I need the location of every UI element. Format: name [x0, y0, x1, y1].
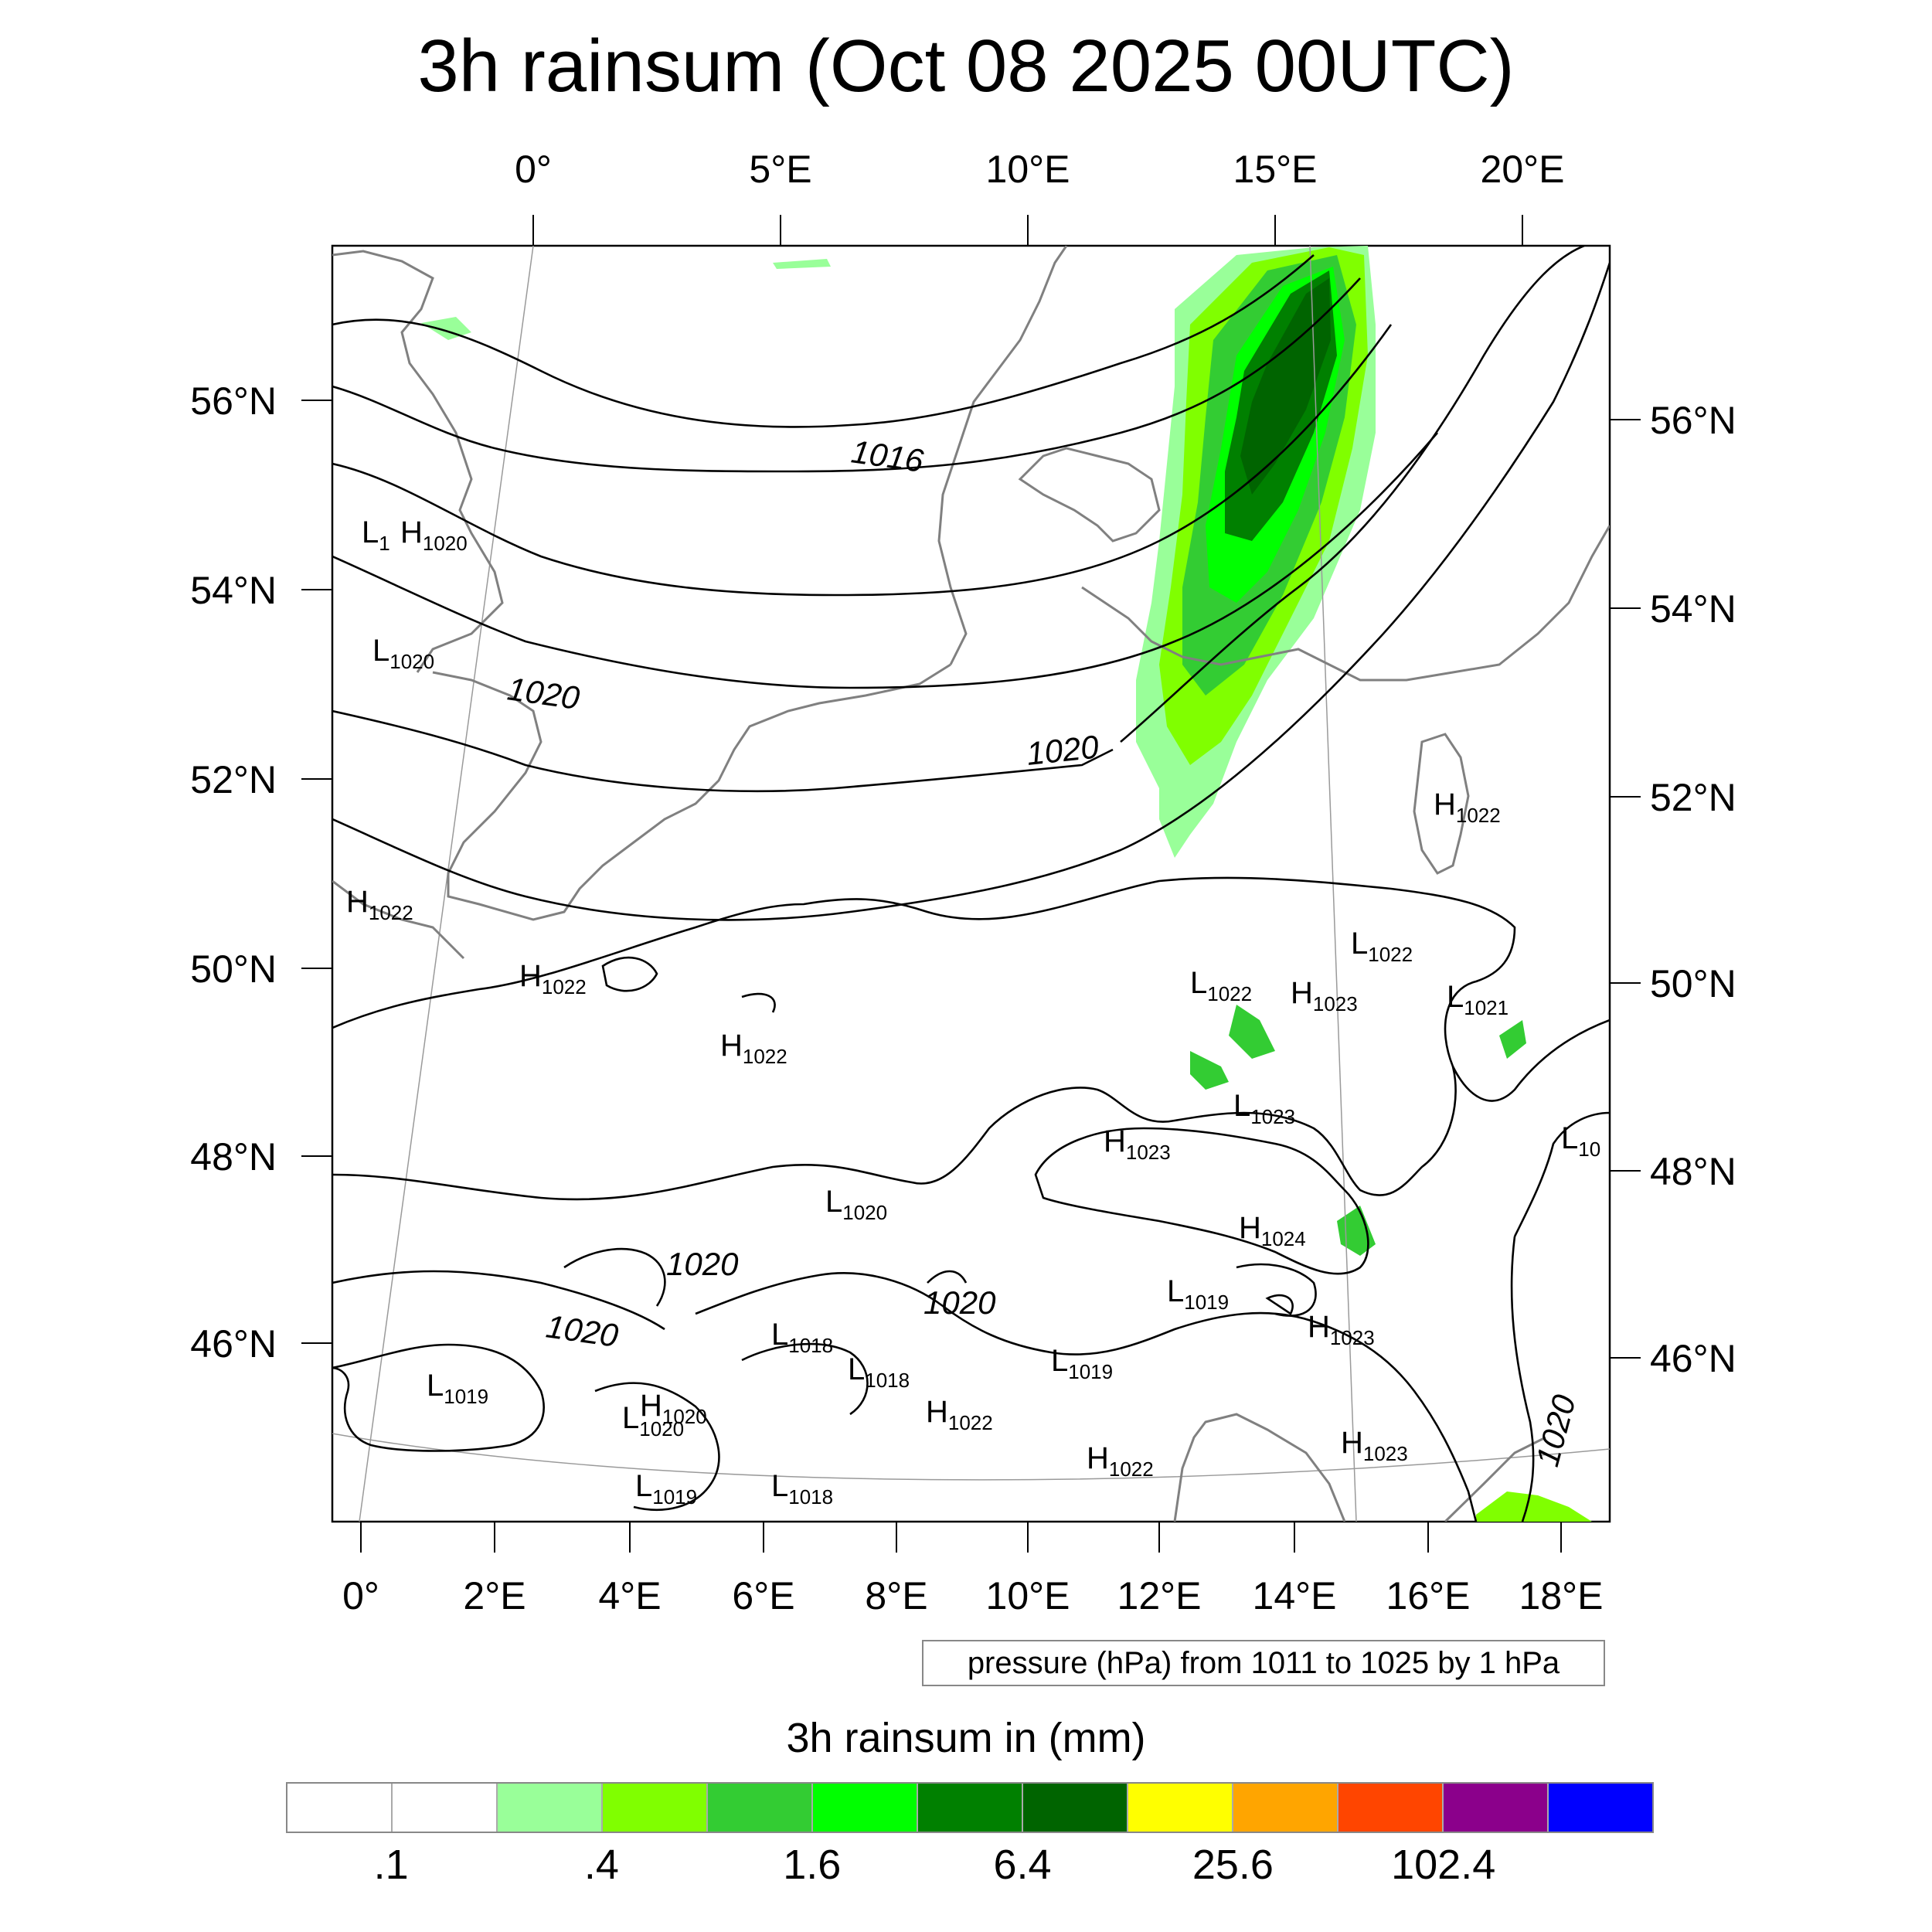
bottom-lon-label: 8°E [865, 1574, 927, 1617]
pressure-marker: L1020 [825, 1185, 887, 1224]
colorbar [286, 1782, 1654, 1833]
ticks [301, 215, 1641, 1553]
right-lat-label: 52°N [1650, 776, 1736, 819]
left-lat-label: 50°N [190, 947, 277, 991]
bottom-lon-label: 18°E [1519, 1574, 1604, 1617]
colorbar-swatch [603, 1784, 708, 1832]
left-lat-label: 54°N [190, 569, 277, 612]
colorbar-swatch [498, 1784, 603, 1832]
pressure-marker: L1023 [1233, 1089, 1295, 1128]
top-lon-label: 10°E [986, 148, 1070, 191]
bottom-lon-label: 2°E [463, 1574, 526, 1617]
colorbar-swatch [1128, 1784, 1233, 1832]
right-axis-labels: 56°N 54°N 52°N 50°N 48°N 46°N [1650, 399, 1736, 1380]
pressure-marker: H1022 [519, 959, 587, 998]
colorbar-swatch [1549, 1784, 1652, 1832]
colorbar-tick-label: .4 [583, 1842, 619, 1888]
coastlines [332, 246, 1610, 1522]
colorbar-swatch [918, 1784, 1023, 1832]
bottom-lon-label: 14°E [1253, 1574, 1337, 1617]
map-frame [331, 244, 1611, 1523]
rain-patch-north [421, 259, 831, 340]
isobar-label: 1020 [923, 1284, 996, 1321]
left-lat-label: 56°N [190, 379, 277, 423]
pressure-marker: H1022 [1087, 1441, 1154, 1481]
right-lat-label: 48°N [1650, 1150, 1736, 1193]
rain-patch-central [1190, 1005, 1275, 1090]
pressure-marker: H1022 [346, 885, 413, 924]
pressure-marker: L1021 [1447, 980, 1509, 1019]
pressure-marker: H1023 [1104, 1124, 1171, 1164]
top-lon-label: 0° [515, 148, 552, 191]
rain-patch-far-east [1499, 1020, 1526, 1059]
pressure-marker: H1022 [720, 1029, 787, 1068]
top-axis-labels: 0° 5°E 10°E 15°E 20°E [515, 148, 1564, 191]
colorbar-swatch [287, 1784, 393, 1832]
colorbar-tick-label: 102.4 [1391, 1842, 1496, 1888]
pressure-marker: L1022 [1190, 966, 1252, 1005]
left-lat-label: 46°N [190, 1322, 277, 1366]
colorbar-title: 3h rainsum in (mm) [786, 1715, 1146, 1761]
rain-patch-southeast [1476, 1492, 1592, 1522]
pressure-marker: H1022 [926, 1395, 993, 1434]
colorbar-tick-label: 25.6 [1192, 1842, 1274, 1888]
colorbar-tick-label: .1 [373, 1842, 409, 1888]
right-lat-label: 46°N [1650, 1337, 1736, 1380]
pressure-marker: L1020 [372, 634, 434, 673]
rain-field [421, 246, 1592, 1522]
pressure-marker: L1020 [622, 1401, 684, 1440]
pressure-markers: L1 H1020 L1020 H1022 H1022 H1022 H1022 L… [346, 515, 1600, 1509]
right-lat-label: 54°N [1650, 587, 1736, 631]
pressure-marker: H1023 [1341, 1426, 1408, 1465]
pressure-marker: L1022 [1351, 927, 1413, 966]
isobar-label: 1020 [666, 1246, 739, 1282]
top-lon-label: 15°E [1233, 148, 1318, 191]
pressure-marker: L10 [1561, 1121, 1600, 1161]
colorbar-swatch [393, 1784, 498, 1832]
bottom-lon-label: 0° [342, 1574, 379, 1617]
pressure-marker: L1019 [1167, 1274, 1229, 1314]
pressure-marker: H1023 [1291, 976, 1358, 1015]
bottom-lon-label: 16°E [1386, 1574, 1471, 1617]
left-axis-labels: 56°N 54°N 52°N 50°N 48°N 46°N [190, 379, 277, 1366]
rain-layer-128 [1240, 278, 1331, 495]
pressure-marker: H1024 [1239, 1211, 1306, 1250]
pressure-interval-note: pressure (hPa) from 1011 to 1025 by 1 hP… [922, 1640, 1605, 1686]
colorbar-tick-label: 6.4 [993, 1842, 1052, 1888]
map-area [332, 246, 1610, 1522]
pressure-marker: L1019 [635, 1469, 697, 1509]
pressure-marker: H1023 [1308, 1310, 1375, 1349]
isobar-label: 1020 [1025, 728, 1100, 772]
isobars [332, 246, 1610, 1522]
colorbar-swatch [1444, 1784, 1549, 1832]
pressure-marker: L1018 [771, 1318, 833, 1357]
pressure-marker: L1 [362, 515, 390, 555]
left-lat-label: 52°N [190, 758, 277, 801]
pressure-marker: L1019 [1051, 1344, 1113, 1383]
colorbar-tick-label: 1.6 [783, 1842, 842, 1888]
right-lat-label: 50°N [1650, 962, 1736, 1005]
pressure-marker: H1022 [1434, 787, 1501, 827]
colorbar-swatch [1023, 1784, 1128, 1832]
map-title: 3h rainsum (Oct 08 2025 00UTC) [417, 25, 1515, 107]
colorbar-swatch [708, 1784, 813, 1832]
left-lat-label: 48°N [190, 1135, 277, 1179]
bottom-lon-label: 12°E [1117, 1574, 1202, 1617]
bottom-lon-label: 10°E [986, 1574, 1070, 1617]
colorbar-swatch [1338, 1784, 1444, 1832]
pressure-marker: L1018 [771, 1469, 833, 1509]
colorbar-swatch [813, 1784, 918, 1832]
pressure-marker: H1020 [640, 1389, 707, 1428]
pressure-marker: L1019 [427, 1369, 488, 1408]
colorbar-swatch [1233, 1784, 1338, 1832]
bottom-axis-labels: 0° 2°E 4°E 6°E 8°E 10°E 12°E 14°E 16°E 1… [342, 1574, 1603, 1617]
bottom-lon-label: 6°E [732, 1574, 794, 1617]
right-lat-label: 56°N [1650, 399, 1736, 442]
pressure-marker: H1020 [400, 515, 468, 555]
bottom-lon-label: 4°E [598, 1574, 661, 1617]
top-lon-label: 5°E [749, 148, 811, 191]
pressure-marker: L1018 [848, 1352, 910, 1392]
top-lon-label: 20°E [1481, 148, 1565, 191]
